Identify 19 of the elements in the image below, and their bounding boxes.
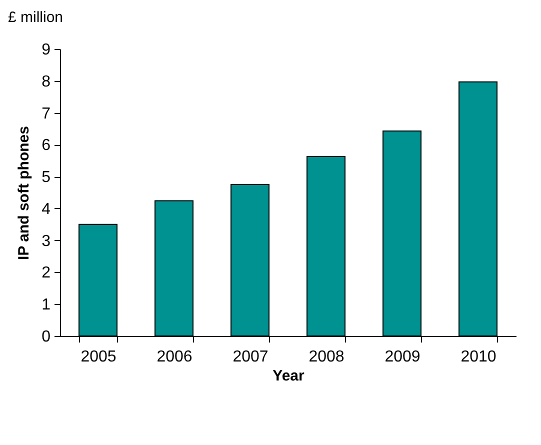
- y-tick-label: 5: [42, 169, 51, 186]
- x-tick-label: 2009: [384, 348, 420, 366]
- x-tick-label: 2006: [156, 348, 192, 366]
- x-tick-label: 2010: [460, 348, 496, 366]
- y-tick-label: 8: [42, 73, 51, 90]
- x-tick-label: 2005: [80, 348, 116, 366]
- y-tick-label: 2: [42, 264, 51, 282]
- y-tick-label: 9: [42, 42, 51, 58]
- y-tick-label: 4: [42, 200, 51, 218]
- y-axis-title: IP and soft phones: [16, 126, 33, 260]
- y-tick-label: 6: [42, 137, 51, 154]
- x-axis-title: Year: [272, 368, 305, 384]
- y-tick-label: 7: [42, 105, 51, 122]
- x-tick-label: 2008: [308, 348, 344, 366]
- y-tick-label: 0: [42, 328, 51, 346]
- y-tick-label: 1: [42, 296, 51, 314]
- chart-subtitle: £ million: [8, 9, 64, 26]
- x-tick-label: 2007: [232, 348, 268, 366]
- y-tick-label: 3: [42, 232, 51, 250]
